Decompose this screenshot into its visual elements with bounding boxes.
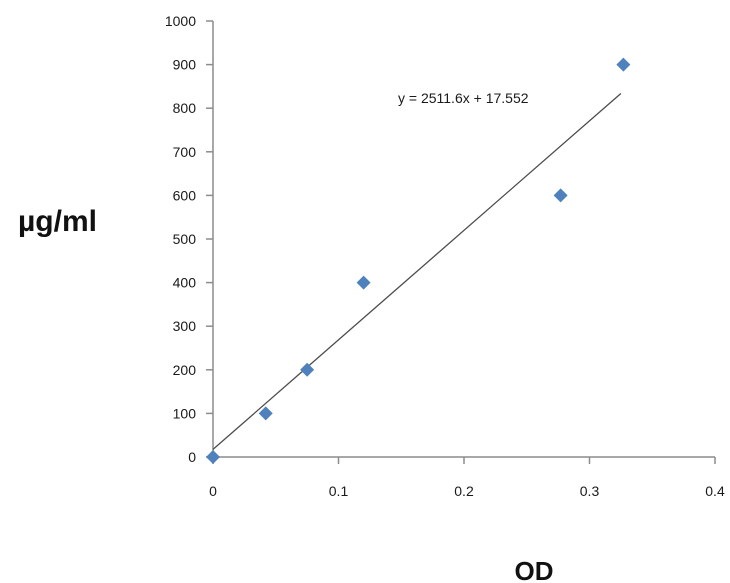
y-tick-label: 0	[188, 449, 196, 465]
data-points	[206, 57, 631, 464]
x-tick-label: 0.3	[580, 483, 600, 499]
x-axis-title: OD	[515, 556, 554, 583]
x-tick-label: 0	[209, 483, 217, 499]
data-point-diamond	[553, 188, 568, 203]
axes	[212, 21, 715, 458]
x-axis-ticks: 0 0.1 0.2 0.3 0.4	[209, 457, 725, 499]
data-point-diamond	[300, 362, 315, 377]
y-axis-ticks: 0 100 200 300 400 500 600 700 800 900 1000	[165, 13, 213, 465]
trendline-equation: y = 2511.6x + 17.552	[398, 90, 529, 106]
y-tick-label: 700	[173, 144, 197, 160]
data-point-diamond	[356, 275, 371, 290]
y-tick-label: 1000	[165, 13, 196, 29]
trendline	[212, 92, 622, 450]
data-point-diamond	[258, 406, 273, 421]
x-tick-label: 0.4	[705, 483, 725, 499]
x-tick-label: 0.1	[329, 483, 349, 499]
y-tick-label: 300	[173, 318, 197, 334]
y-tick-label: 100	[173, 405, 197, 421]
y-tick-label: 200	[173, 362, 197, 378]
x-tick-label: 0.2	[454, 483, 474, 499]
y-tick-label: 900	[173, 57, 197, 73]
data-point-diamond	[206, 450, 220, 464]
y-tick-label: 800	[173, 100, 197, 116]
data-point-diamond	[616, 57, 631, 72]
y-tick-label: 500	[173, 231, 197, 247]
y-tick-label: 600	[173, 187, 197, 203]
y-axis-title: µg/ml	[18, 205, 97, 238]
y-tick-label: 400	[173, 275, 197, 291]
